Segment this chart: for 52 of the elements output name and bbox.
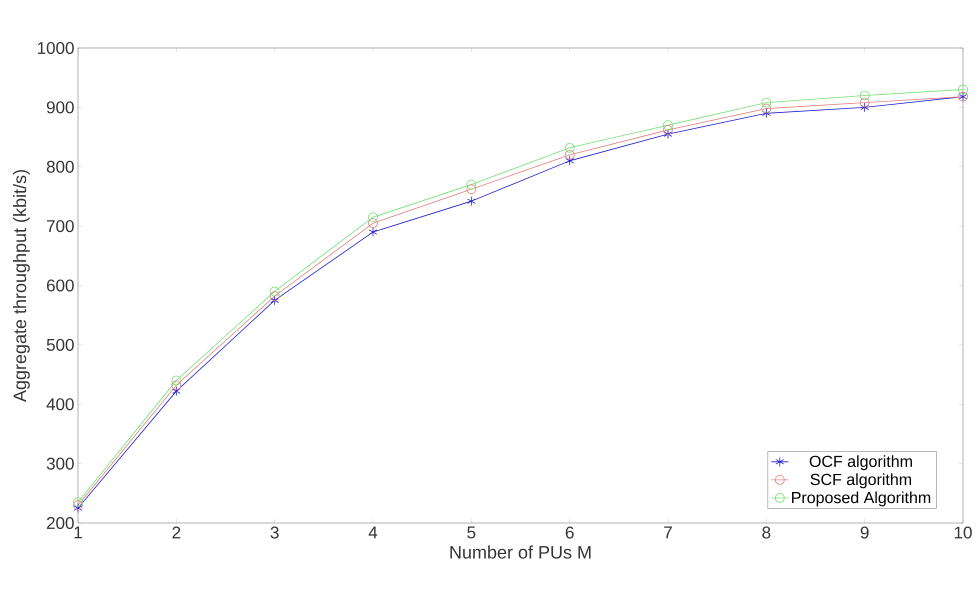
x-tick-label: 2 [172,526,180,538]
y-tick-label: 200 [46,516,74,530]
point [860,90,870,100]
point [467,196,476,206]
point [73,497,83,508]
point [270,295,279,306]
point [663,125,673,135]
y-tick-label: 700 [46,220,74,232]
point [860,98,870,108]
legend-label: Proposed Algorithm [792,491,930,506]
point [368,227,378,237]
point [860,102,869,112]
point [664,129,672,139]
point [564,142,575,153]
point [663,120,673,130]
point [565,156,574,166]
point [564,150,575,160]
y-tick-label: 300 [46,458,74,470]
point [74,503,82,514]
point [761,98,772,108]
y-tick-label: 600 [46,279,74,292]
point [270,286,280,296]
y-tick-label: 900 [46,101,74,114]
point [958,84,968,94]
x-tick-label: 1 [74,526,82,538]
x-tick-label: 3 [270,526,279,539]
x-axis-title: Number of PUs M [450,545,591,559]
legend-label: OCF algorithm [810,455,912,470]
point [466,184,476,194]
x-tick-label: 6 [566,526,574,539]
point [171,376,182,386]
y-tick-label: 1000 [38,42,74,54]
point [368,212,378,222]
point [466,180,476,190]
x-tick-label: 10 [954,526,972,539]
x-tick-label: 9 [860,526,869,539]
x-tick-label: 5 [467,526,476,538]
point [270,291,280,302]
y-tick-label: 400 [46,398,74,410]
y-axis-title: Aggregate throughput (kbit/s) [13,170,30,402]
x-tick-label: 8 [762,526,770,539]
point [171,380,182,390]
x-tick-label: 7 [664,526,672,538]
point [368,218,378,228]
y-tick-label: 800 [46,160,74,173]
x-tick-label: 4 [368,526,378,538]
point [762,108,771,118]
point [172,386,181,396]
y-tick-label: 500 [46,338,74,351]
point [73,500,83,510]
point [761,104,772,114]
legend-label: SCF algorithm [810,473,912,488]
